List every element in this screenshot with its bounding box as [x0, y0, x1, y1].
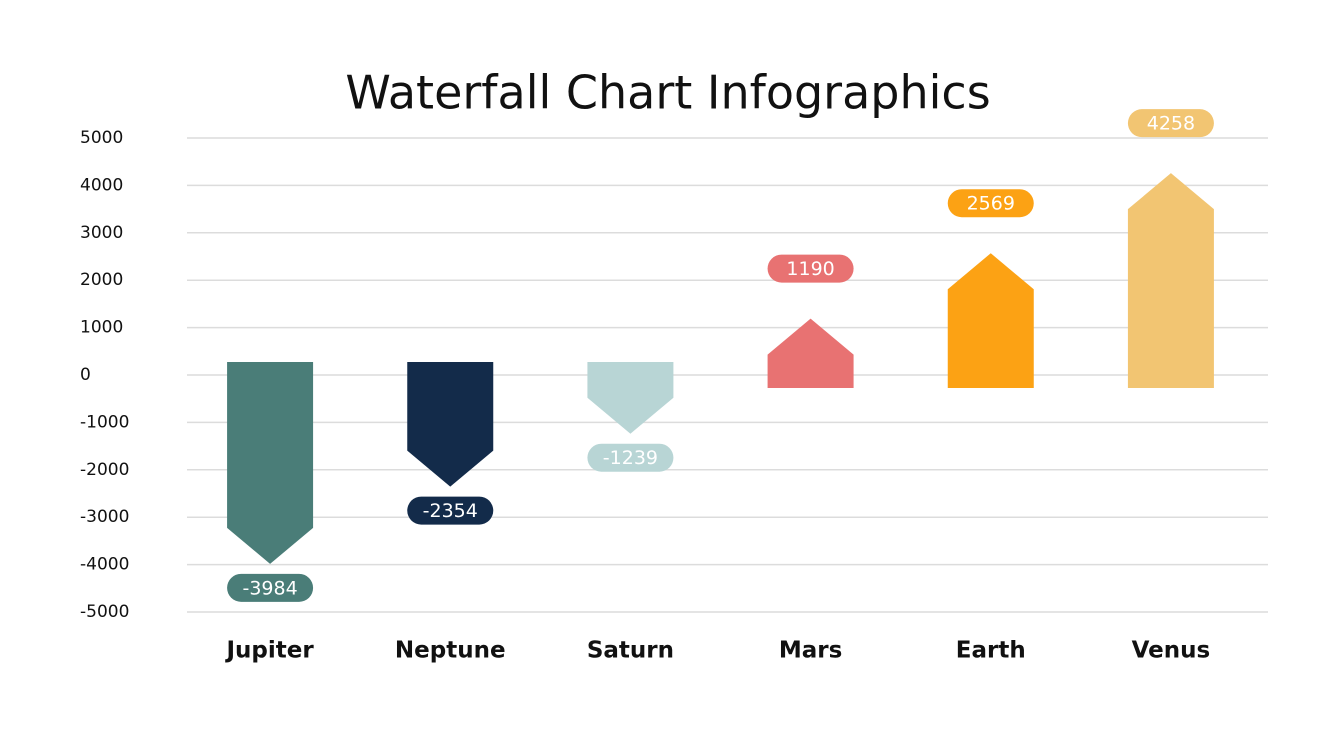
y-tick-label: 3000	[80, 223, 123, 243]
y-tick-label: -2000	[80, 460, 129, 480]
y-tick-label: 0	[80, 365, 91, 385]
y-tick-label: 1000	[80, 318, 123, 338]
value-label: 2569	[967, 193, 1015, 215]
bar	[227, 362, 314, 564]
x-tick-label: Venus	[1132, 638, 1211, 664]
y-tick-label: -5000	[80, 602, 129, 622]
y-tick-label: -1000	[80, 412, 129, 432]
value-label: -1239	[603, 447, 658, 469]
bar	[407, 362, 494, 487]
bar	[587, 362, 674, 434]
value-pill	[227, 573, 314, 602]
x-tick-label: Earth	[956, 638, 1026, 664]
x-tick-label: Saturn	[587, 638, 674, 664]
y-tick-label: 5000	[80, 128, 123, 148]
bar	[767, 318, 854, 388]
x-tick-label: Neptune	[395, 638, 506, 664]
y-tick-label: -4000	[80, 555, 129, 575]
bar	[947, 253, 1034, 388]
value-pill	[947, 189, 1034, 218]
value-pill	[407, 496, 494, 525]
y-tick-label: 2000	[80, 270, 123, 290]
bar	[1127, 173, 1214, 388]
value-label: -3984	[242, 577, 297, 599]
value-label: 1190	[786, 258, 834, 280]
y-tick-label: -3000	[80, 507, 129, 527]
value-pill	[587, 443, 674, 472]
value-label: -2354	[423, 500, 478, 522]
x-tick-label: Mars	[779, 638, 842, 664]
value-pill	[1127, 109, 1214, 138]
y-tick-label: 4000	[80, 175, 123, 195]
x-tick-label: Jupiter	[224, 638, 314, 664]
value-label: 4258	[1147, 113, 1195, 135]
value-pill	[767, 254, 854, 283]
chart-title: Waterfall Chart Infographics	[345, 66, 990, 120]
